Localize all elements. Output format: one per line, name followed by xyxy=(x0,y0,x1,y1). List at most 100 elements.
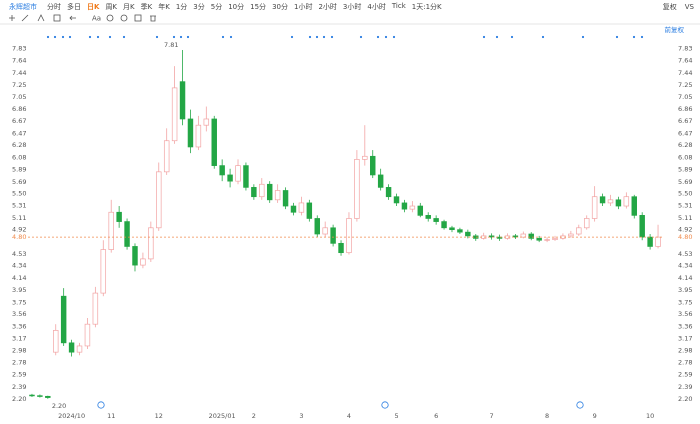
candle-body xyxy=(417,205,424,216)
y-tick-label: 7.25 xyxy=(12,81,26,89)
candle-body xyxy=(132,246,138,266)
y-tick-label-right: 4.34 xyxy=(678,262,692,270)
y-tick-label: 6.08 xyxy=(12,154,26,162)
y-tick-label: 2.78 xyxy=(12,359,26,367)
adjust-label[interactable]: 前复权 xyxy=(665,25,685,34)
delete-tool[interactable] xyxy=(150,15,156,22)
last-price-bg xyxy=(10,232,28,242)
period-tab[interactable]: 3小时 xyxy=(342,2,362,11)
arrow-tool[interactable] xyxy=(69,15,76,21)
last-price-label: 4.80 xyxy=(678,233,692,241)
y-tick-label-right: 6.28 xyxy=(678,141,692,149)
compare-button[interactable]: VS xyxy=(684,2,694,11)
event-icon[interactable] xyxy=(97,401,105,409)
period-tab[interactable]: 日K xyxy=(87,2,100,11)
candle-body xyxy=(171,87,178,142)
lock-tool[interactable] xyxy=(120,14,128,22)
last-price-bg xyxy=(676,232,694,242)
adjust-button[interactable]: 复权 xyxy=(662,2,677,11)
candle-body xyxy=(68,342,75,353)
period-tab[interactable]: 月K xyxy=(123,2,135,11)
y-tick-label-right: 7.25 xyxy=(678,81,692,89)
period-tab[interactable]: 15分 xyxy=(250,2,267,11)
candle-body xyxy=(140,258,146,266)
period-tab[interactable]: 多日 xyxy=(67,2,81,11)
candle-body xyxy=(338,242,344,254)
candle-body xyxy=(76,345,83,353)
text-tool[interactable]: Aa xyxy=(92,15,101,23)
candle-body xyxy=(599,196,606,204)
period-tab[interactable]: Tick xyxy=(391,1,406,10)
candle-body xyxy=(306,202,313,219)
candle-body xyxy=(639,215,645,238)
y-tick-label: 6.28 xyxy=(12,141,26,149)
period-tab[interactable]: 30分 xyxy=(272,2,288,11)
period-tab[interactable]: 2小时 xyxy=(318,2,337,11)
shape-tool[interactable] xyxy=(53,14,61,22)
period-tab[interactable]: 年K xyxy=(158,2,170,11)
period-tab[interactable]: 周K xyxy=(105,2,118,11)
candle-body xyxy=(298,202,305,213)
candle-body xyxy=(528,233,534,239)
y-tick-label: 7.44 xyxy=(12,69,26,77)
y-tick-label: 7.83 xyxy=(12,45,26,53)
candle-body xyxy=(163,140,170,173)
period-tab[interactable]: 3分 xyxy=(193,2,205,11)
y-tick-label-right: 6.67 xyxy=(678,117,692,125)
y-tick-label: 5.89 xyxy=(12,165,26,173)
candle-body xyxy=(370,155,376,176)
y-tick-label-right: 3.17 xyxy=(678,334,692,342)
y-tick-label-right: 7.83 xyxy=(678,45,692,53)
period-tab[interactable]: 1天:1分K xyxy=(411,2,442,11)
candle-body xyxy=(655,236,661,247)
candle-body xyxy=(235,165,241,182)
candle-body xyxy=(346,218,352,254)
y-tick-label-right: 3.56 xyxy=(678,310,692,318)
period-tab[interactable]: 5分 xyxy=(210,2,223,11)
y-tick-label-right: 6.86 xyxy=(678,105,692,113)
period-tab[interactable]: 季K xyxy=(140,2,153,11)
line-tool[interactable] xyxy=(21,14,29,22)
event-icon[interactable] xyxy=(381,401,389,409)
last-price-label: 4.80 xyxy=(12,233,26,241)
candle-body xyxy=(243,165,249,188)
period-tab[interactable]: 1小时 xyxy=(293,2,313,11)
y-tick-label: 7.05 xyxy=(12,93,26,101)
period-tab[interactable]: 10分 xyxy=(228,2,245,11)
period-toolbar: 永辉超市 分时 多日 日K 周K 月K 季K 年K 1分 3分 5分 10分 15分 30分 1小时 2小时… xyxy=(0,0,700,13)
event-icon[interactable] xyxy=(576,401,584,409)
stock-name[interactable]: 永辉超市 xyxy=(9,2,37,11)
y-tick-label-right: 3.36 xyxy=(678,323,692,331)
y-tick-label: 5.50 xyxy=(12,190,26,198)
candle-body xyxy=(179,81,186,120)
min-label: 2.20 xyxy=(52,402,66,410)
period-tab[interactable]: 4小时 xyxy=(367,2,386,11)
candle-body xyxy=(211,118,217,166)
fib-tool[interactable] xyxy=(37,14,45,22)
y-tick-label-right: 2.59 xyxy=(678,371,692,379)
y-tick-label: 6.67 xyxy=(12,117,26,125)
hide-tool[interactable] xyxy=(134,14,142,22)
candle-body xyxy=(290,205,297,213)
candle-body xyxy=(607,199,614,204)
y-tick-label-right: 5.31 xyxy=(678,201,692,209)
candle-body xyxy=(45,395,51,398)
magnet-tool[interactable] xyxy=(106,14,114,22)
candle-body xyxy=(520,233,527,238)
period-tab[interactable]: 分时 xyxy=(47,2,61,11)
x-tick-label: 2024/10 xyxy=(58,412,85,420)
y-tick-label-right: 5.89 xyxy=(678,165,692,173)
candle-body xyxy=(354,159,360,219)
y-tick-label: 6.47 xyxy=(12,129,26,137)
y-tick-label: 3.36 xyxy=(12,323,26,331)
candle-body xyxy=(433,218,439,222)
x-tick-label: 7 xyxy=(490,412,494,420)
period-tab[interactable]: 1分 xyxy=(175,2,188,11)
candle-body xyxy=(156,171,162,229)
candle-body xyxy=(92,292,99,325)
candle-body xyxy=(409,205,416,210)
y-tick-label: 4.34 xyxy=(12,262,26,270)
cross-tool[interactable] xyxy=(9,15,15,21)
